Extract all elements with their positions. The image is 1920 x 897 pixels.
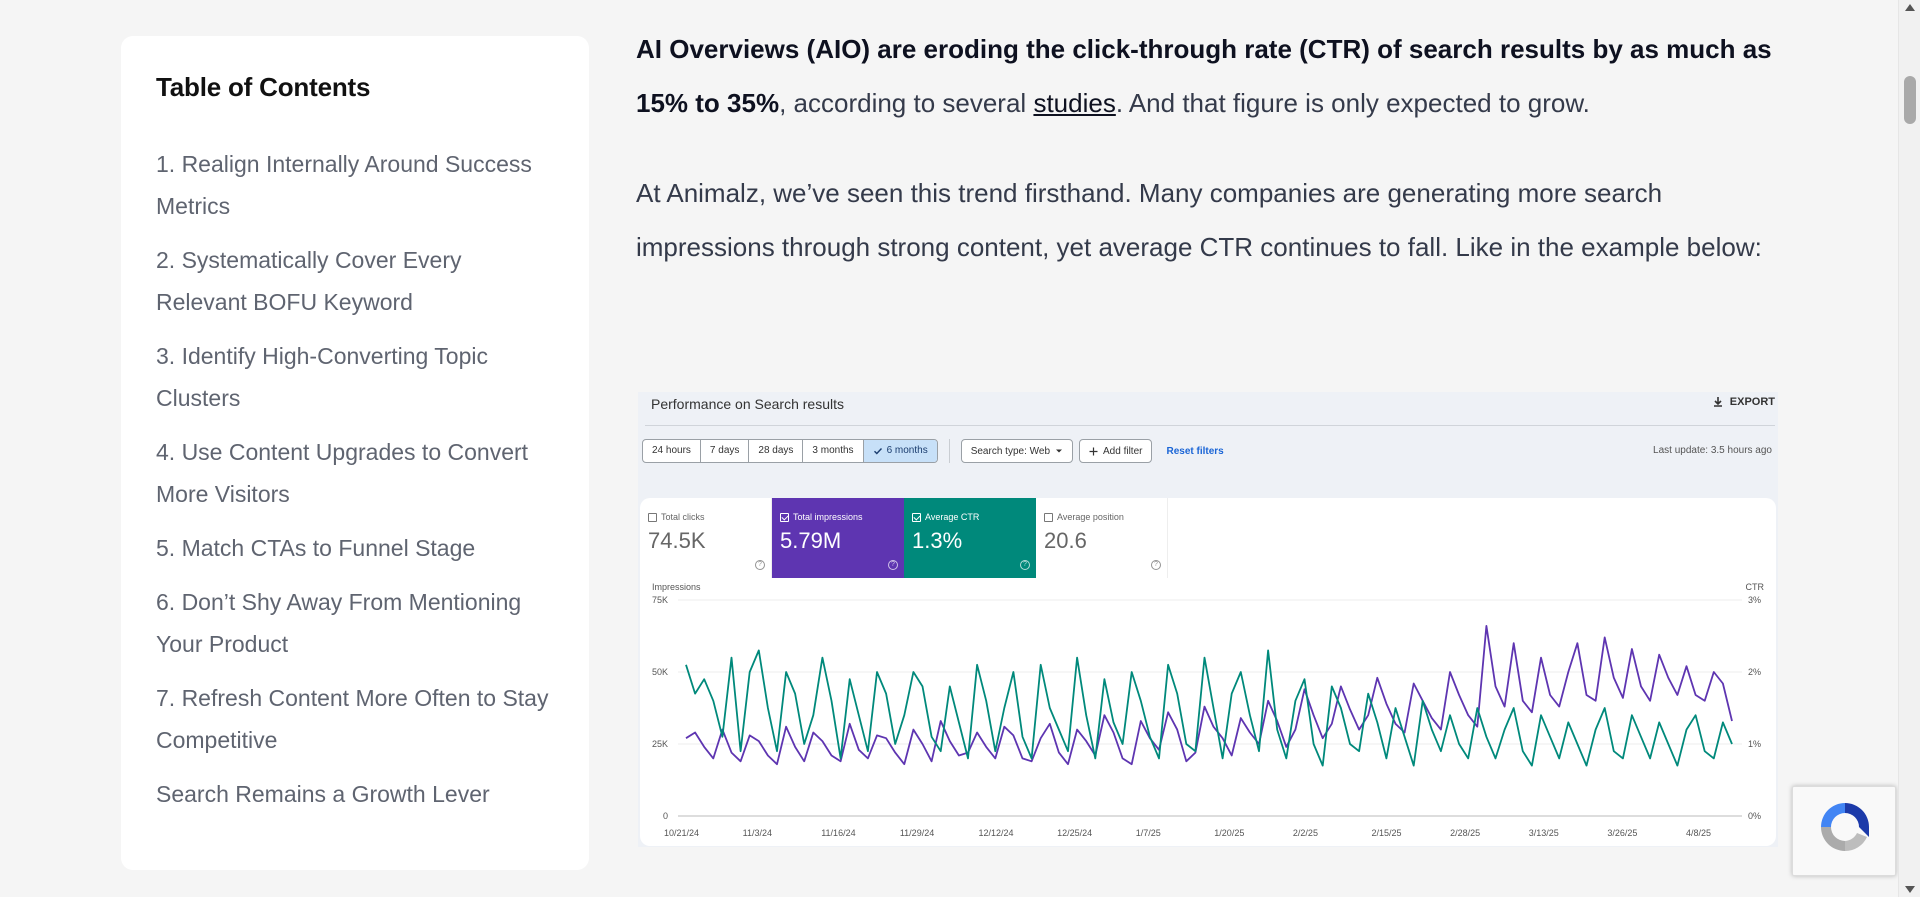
intro-text: , according to several (779, 88, 1034, 118)
metric-label: Total impressions (793, 512, 863, 522)
x-tick-label: 11/3/24 (743, 828, 772, 838)
x-tick-label: 2/28/25 (1450, 828, 1480, 838)
reset-filters-link[interactable]: Reset filters (1166, 445, 1224, 457)
x-tick-label: 12/12/24 (978, 828, 1013, 838)
toc-title: Table of Contents (156, 72, 371, 102)
toc-item[interactable]: 4. Use Content Upgrades to Convert More … (156, 439, 529, 507)
metric-average-position[interactable]: Average position 20.6 ? (1036, 498, 1168, 578)
right-tick-label: 0% (1748, 811, 1761, 821)
range-28-days[interactable]: 28 days (749, 440, 804, 462)
metric-total-impressions[interactable]: Total impressions 5.79M ? (772, 498, 904, 578)
scroll-down-arrow-icon[interactable] (1905, 886, 1915, 893)
impressions-ctr-line-chart: Impressions CTR 75K 3% 50K 2% 25K 1% 0 0% 10/21/24… (652, 582, 1765, 838)
plus-icon (1089, 447, 1098, 455)
scroll-up-arrow-icon[interactable] (1905, 4, 1915, 11)
range-24-hours[interactable]: 24 hours (643, 440, 701, 462)
search-type-dropdown[interactable]: Search type: Web (960, 439, 1074, 463)
recaptcha-badge[interactable] (1792, 786, 1896, 876)
help-icon: ? (755, 560, 765, 570)
metric-label: Average position (1057, 512, 1124, 522)
intro-bold-text: AI Overviews (AIO) are eroding the click… (636, 34, 1772, 118)
help-icon: ? (1151, 560, 1161, 570)
metric-value: 1.3% (912, 528, 963, 553)
left-tick-label: 75K (652, 595, 668, 605)
export-button[interactable]: EXPORT (1712, 396, 1775, 408)
help-icon: ? (1020, 560, 1030, 570)
x-tick-label: 2/2/25 (1293, 828, 1318, 838)
intro-paragraph: AI Overviews (AIO) are eroding the click… (636, 22, 1796, 130)
checkbox-icon (648, 512, 657, 522)
series-line-impressions (685, 625, 1733, 766)
last-update-text: Last update: 3.5 hours ago (1653, 445, 1772, 456)
toc-item[interactable]: 7. Refresh Content More Often to Stay Co… (156, 685, 549, 753)
add-filter-button[interactable]: Add filter (1079, 439, 1153, 463)
recaptcha-icon (1821, 803, 1869, 852)
x-tick-label: 1/7/25 (1136, 828, 1161, 838)
table-of-contents: Table of Contents 1. Realign Internally … (121, 36, 589, 870)
search-type-label: Search type: Web (970, 445, 1051, 457)
x-tick-label: 10/21/24 (664, 828, 699, 838)
range-6-months-label: 6 months (886, 445, 928, 456)
x-tick-label: 12/25/24 (1057, 828, 1092, 838)
checkbox-checked-icon (780, 512, 789, 522)
range-3-months[interactable]: 3 months (803, 440, 864, 462)
x-tick-label: 1/20/25 (1214, 828, 1244, 838)
checkbox-checked-icon (912, 512, 921, 522)
left-axis-title: Impressions (652, 582, 701, 592)
left-tick-label: 0 (663, 811, 668, 821)
add-filter-label: Add filter (1103, 445, 1143, 457)
intro-text-end: . And that figure is only expected to gr… (1115, 88, 1590, 118)
range-7-days[interactable]: 7 days (701, 440, 750, 462)
series-line-ctr (685, 649, 1733, 767)
metric-label-row: Total impressions (780, 512, 904, 522)
left-tick-label: 50K (652, 667, 668, 677)
download-icon (1713, 397, 1722, 407)
toc-item[interactable]: 6. Don’t Shy Away From Mentioning Your P… (156, 589, 522, 657)
check-icon (873, 448, 882, 455)
help-icon: ? (888, 560, 898, 570)
filter-toolbar: 24 hours 7 days 28 days 3 months 6 month… (642, 439, 1224, 463)
toc-item[interactable]: 5. Match CTAs to Funnel Stage (156, 535, 476, 561)
right-tick-label: 3% (1748, 595, 1761, 605)
right-tick-label: 1% (1748, 739, 1761, 749)
metric-total-clicks[interactable]: Total clicks 74.5K ? (640, 498, 772, 578)
figure-title: Performance on Search results (651, 396, 844, 412)
left-tick-label: 25K (652, 739, 668, 749)
x-tick-label: 3/13/25 (1529, 828, 1559, 838)
metric-label-row: Average position (1044, 512, 1167, 522)
page-scrollbar[interactable] (1898, 0, 1920, 897)
x-tick-label: 11/29/24 (900, 828, 934, 838)
toc-item[interactable]: Search Remains a Growth Lever (156, 781, 490, 807)
metric-label: Total clicks (661, 512, 705, 522)
x-tick-label: 2/15/25 (1372, 828, 1402, 838)
metric-value: 5.79M (780, 528, 842, 553)
x-tick-label: 4/8/25 (1686, 828, 1711, 838)
right-axis-title: CTR (1746, 582, 1765, 592)
metric-value: 74.5K (648, 528, 706, 553)
toc-item[interactable]: 1. Realign Internally Around Success Met… (156, 151, 532, 219)
search-console-screenshot: Performance on Search results EXPORT 24 … (638, 392, 1778, 847)
date-range-selector: 24 hours 7 days 28 days 3 months 6 month… (642, 439, 938, 463)
toc-item[interactable]: 2. Systematically Cover Every Relevant B… (156, 247, 462, 315)
checkbox-icon (1044, 512, 1053, 522)
performance-chart-card: Total clicks 74.5K ? Total impressions 5… (640, 498, 1776, 846)
metric-value: 20.6 (1044, 528, 1087, 553)
right-tick-label: 2% (1748, 667, 1761, 677)
range-6-months[interactable]: 6 months (863, 440, 937, 462)
metric-average-ctr[interactable]: Average CTR 1.3% ? (904, 498, 1036, 578)
toolbar-divider (948, 439, 950, 463)
x-tick-label: 3/26/25 (1607, 828, 1637, 838)
article-body: AI Overviews (AIO) are eroding the click… (636, 22, 1796, 274)
toc-item[interactable]: 3. Identify High-Converting Topic Cluste… (156, 343, 488, 411)
metric-label-row: Average CTR (912, 512, 1036, 522)
x-tick-label: 11/16/24 (821, 828, 855, 838)
animalz-paragraph: At Animalz, we’ve seen this trend firsth… (636, 178, 1762, 262)
scrollbar-thumb[interactable] (1904, 76, 1916, 124)
metric-label: Average CTR (925, 512, 980, 522)
studies-link[interactable]: studies (1033, 88, 1116, 118)
figure-header: Performance on Search results EXPORT (645, 392, 1775, 426)
caret-down-icon (1056, 449, 1063, 453)
export-label: EXPORT (1729, 396, 1775, 408)
metric-label-row: Total clicks (648, 512, 771, 522)
